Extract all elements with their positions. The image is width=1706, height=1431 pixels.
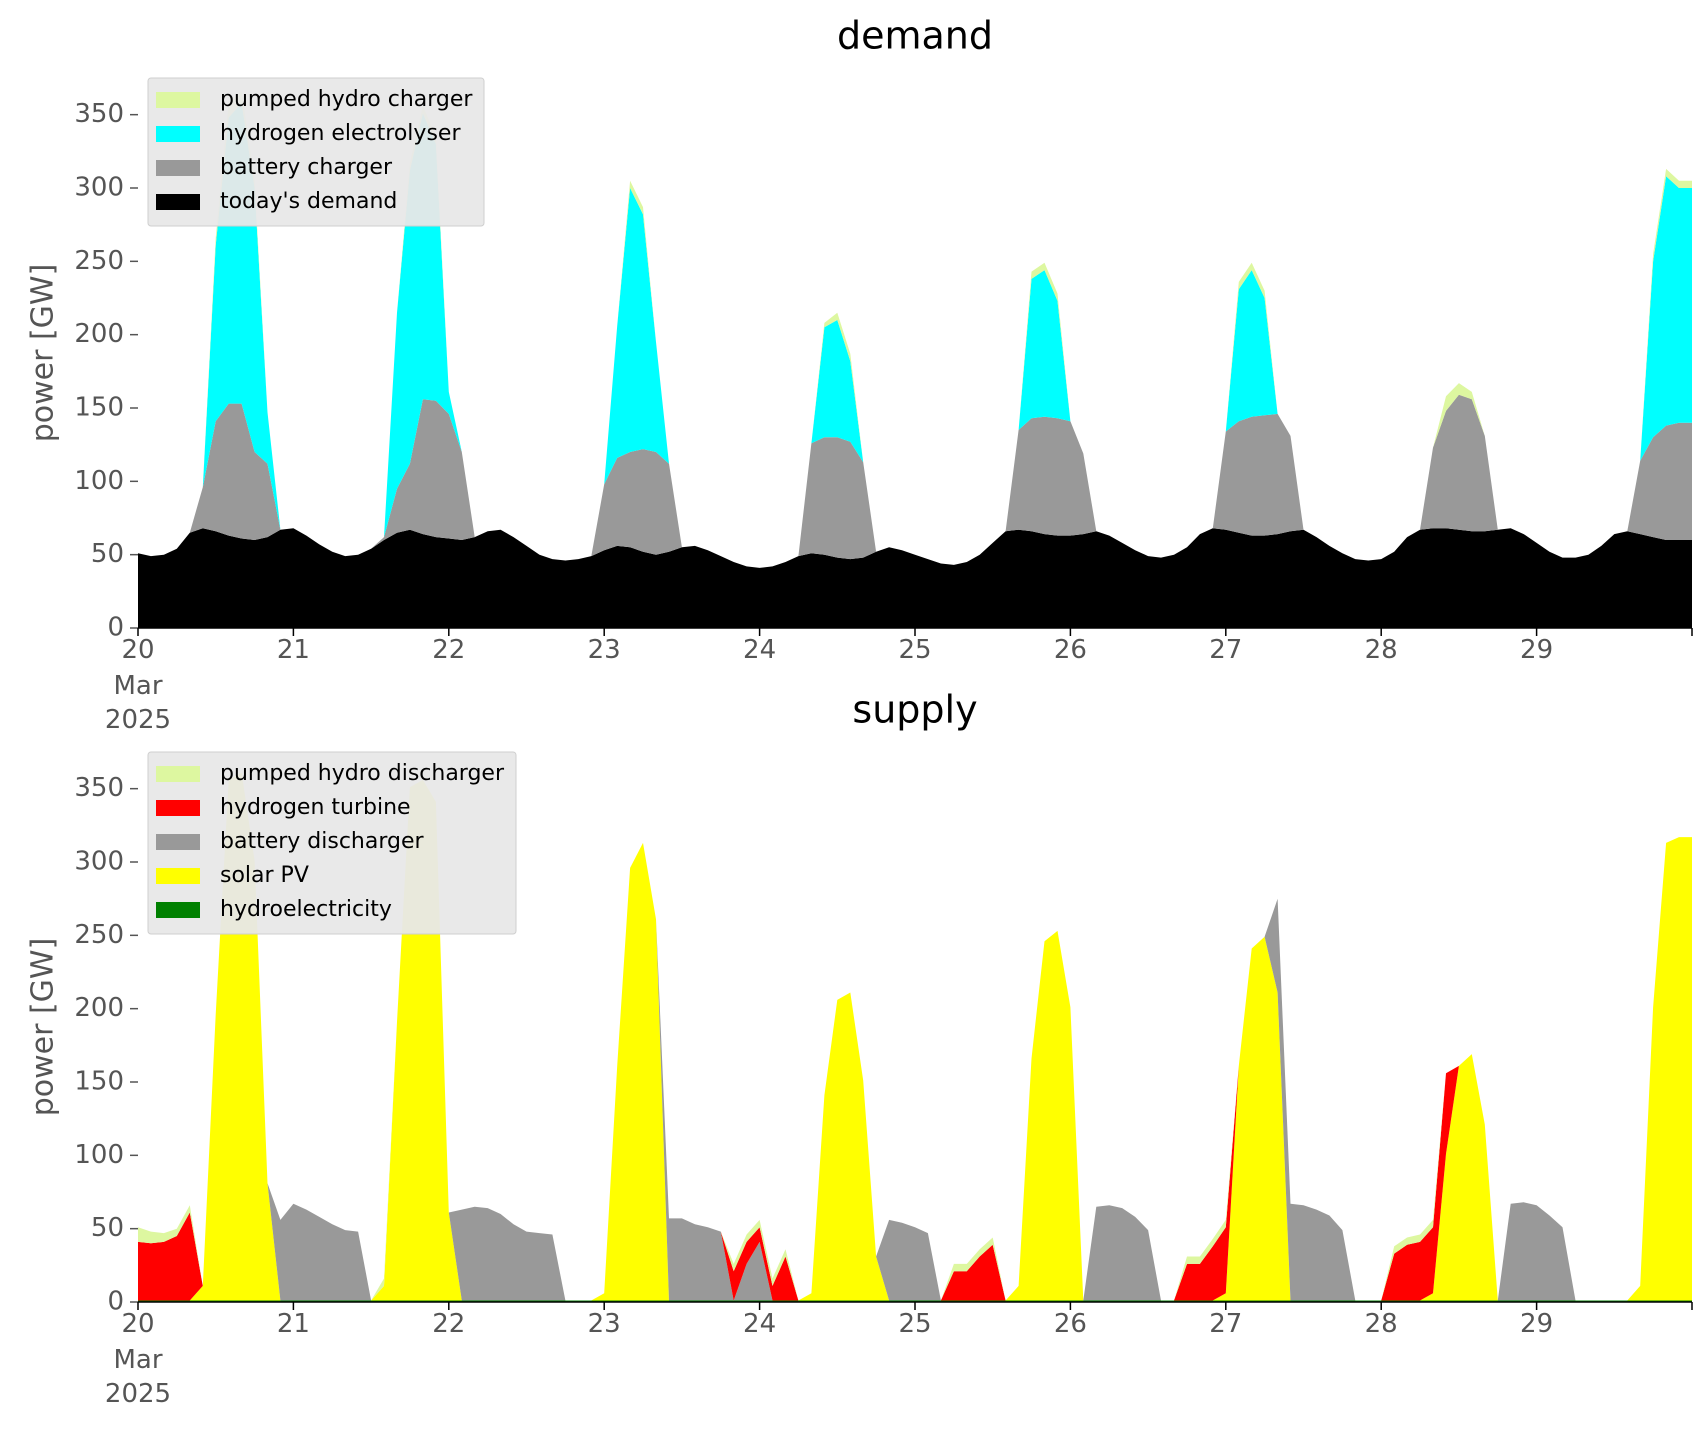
y-tick-label: 350 [74,99,124,129]
x-tick-label: 23 [588,1309,621,1339]
legend-swatch [156,868,200,884]
x-tick-label: 20 [121,1309,154,1339]
y-axis-label: power [GW] [26,938,61,1117]
legend-label: hydrogen turbine [220,795,411,820]
legend-swatch [156,902,200,918]
y-tick-label: 0 [107,1287,124,1317]
x-tick-year-label: 2025 [105,1379,171,1409]
legend-box [147,77,485,227]
y-tick-label: 100 [74,1140,124,1170]
y-tick-label: 350 [74,773,124,803]
chart-title: supply [852,688,977,732]
x-tick-label: 22 [432,1309,465,1339]
legend-label: battery charger [220,155,393,180]
x-tick-label: 26 [1054,635,1087,665]
y-tick-label: 200 [74,319,124,349]
legend-swatch [156,126,200,142]
y-tick-label: 150 [74,1067,124,1097]
legend-swatch [156,766,200,782]
x-tick-label: 25 [898,1309,931,1339]
x-tick-label: 27 [1209,1309,1242,1339]
y-tick-label: 250 [74,246,124,276]
legend-label: hydrogen electrolyser [220,121,461,146]
x-tick-label: 20 [121,635,154,665]
legend-label: battery discharger [220,829,425,854]
y-tick-label: 50 [91,539,124,569]
legend-box [147,751,517,935]
x-tick-label: 24 [743,635,776,665]
y-axis-label: power [GW] [26,264,61,443]
x-tick-label: 26 [1054,1309,1087,1339]
series-area-battery-charger [138,394,1692,568]
legend-swatch [156,194,200,210]
y-tick-label: 50 [91,1213,124,1243]
y-tick-label: 200 [74,993,124,1023]
y-tick-label: 150 [74,393,124,423]
legend-label: solar PV [220,863,309,888]
x-tick-label: 23 [588,635,621,665]
legend-label: hydroelectricity [220,897,392,922]
x-tick-month-label: Mar [113,1345,162,1375]
y-tick-label: 100 [74,466,124,496]
y-tick-label: 250 [74,920,124,950]
legend-swatch [156,160,200,176]
legend-swatch [156,92,200,108]
legend-label: pumped hydro charger [220,87,473,112]
y-tick-label: 0 [107,613,124,643]
x-tick-label: 28 [1365,1309,1398,1339]
x-tick-year-label: 2025 [105,705,171,735]
series-area-battery-discharger [138,772,1692,1301]
x-tick-label: 25 [898,635,931,665]
x-tick-label: 28 [1365,635,1398,665]
x-tick-label: 21 [277,635,310,665]
x-tick-label: 22 [432,635,465,665]
x-tick-label: 29 [1520,635,1553,665]
x-tick-month-label: Mar [113,671,162,701]
y-tick-label: 300 [74,847,124,877]
supply-chart: supply power [GW] 0 50 100 150 200 250 300 350 20 M… [26,688,1693,1409]
demand-chart: demand power [GW] 0 50 100 150 200 250 300 350 20 M… [26,14,1693,735]
x-tick-label: 24 [743,1309,776,1339]
chart-title: demand [837,14,993,58]
x-tick-label: 29 [1520,1309,1553,1339]
y-tick-label: 300 [74,173,124,203]
legend-swatch [156,800,200,816]
legend-swatch [156,834,200,850]
legend-label: today's demand [220,189,397,214]
series-area-today-s-demand [138,528,1692,628]
x-tick-label: 27 [1209,635,1242,665]
x-tick-label: 21 [277,1309,310,1339]
legend-label: pumped hydro discharger [220,761,505,786]
